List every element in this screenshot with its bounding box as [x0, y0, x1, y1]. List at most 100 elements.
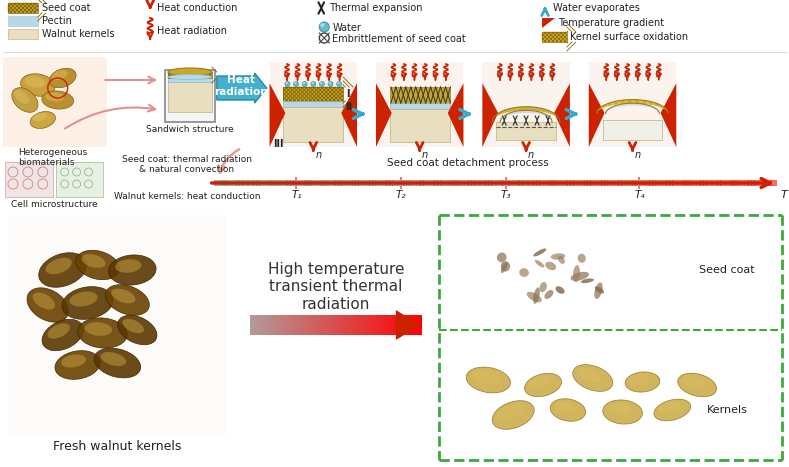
- Circle shape: [328, 82, 333, 86]
- Text: Seed coat detachment process: Seed coat detachment process: [387, 158, 548, 168]
- Bar: [647, 180, 650, 186]
- Ellipse shape: [76, 250, 119, 280]
- Bar: [697, 180, 701, 186]
- Ellipse shape: [533, 248, 546, 256]
- Bar: [417, 180, 421, 186]
- Bar: [249, 315, 254, 335]
- Bar: [318, 315, 323, 335]
- Ellipse shape: [658, 401, 680, 413]
- Text: Cell microstructure: Cell microstructure: [11, 200, 98, 209]
- Bar: [709, 180, 712, 186]
- Bar: [675, 180, 679, 186]
- Bar: [280, 315, 285, 335]
- Ellipse shape: [21, 74, 55, 96]
- Bar: [283, 87, 343, 101]
- Ellipse shape: [492, 401, 534, 429]
- Ellipse shape: [14, 90, 29, 104]
- Circle shape: [338, 82, 339, 84]
- Bar: [740, 180, 743, 186]
- Bar: [505, 180, 509, 186]
- Bar: [273, 180, 277, 186]
- Bar: [293, 180, 297, 186]
- Bar: [321, 315, 326, 335]
- Ellipse shape: [42, 91, 73, 109]
- Bar: [324, 180, 327, 186]
- Bar: [389, 180, 393, 186]
- Bar: [414, 315, 418, 335]
- Bar: [655, 180, 659, 186]
- Bar: [539, 180, 543, 186]
- Bar: [587, 180, 590, 186]
- Bar: [562, 180, 565, 186]
- Bar: [649, 180, 653, 186]
- Circle shape: [286, 82, 288, 84]
- Ellipse shape: [578, 254, 585, 263]
- Bar: [466, 180, 469, 186]
- Bar: [321, 180, 324, 186]
- Bar: [342, 315, 346, 335]
- Bar: [423, 180, 427, 186]
- Bar: [480, 180, 483, 186]
- Bar: [285, 180, 288, 186]
- Ellipse shape: [45, 92, 64, 101]
- Bar: [376, 315, 380, 335]
- Bar: [542, 32, 567, 42]
- Bar: [404, 315, 408, 335]
- Bar: [5, 162, 53, 197]
- Ellipse shape: [69, 291, 98, 306]
- Bar: [283, 87, 343, 101]
- Text: Kernel surface oxidation: Kernel surface oxidation: [570, 32, 688, 42]
- Bar: [720, 180, 724, 186]
- Bar: [328, 315, 333, 335]
- Bar: [485, 180, 488, 186]
- Bar: [409, 180, 413, 186]
- Bar: [217, 180, 220, 186]
- Bar: [590, 180, 593, 186]
- Ellipse shape: [545, 262, 556, 270]
- Ellipse shape: [108, 255, 156, 285]
- Text: n: n: [421, 150, 428, 160]
- Bar: [497, 180, 500, 186]
- Text: n: n: [316, 150, 321, 160]
- Bar: [366, 315, 370, 335]
- Bar: [715, 180, 718, 186]
- Bar: [390, 103, 450, 109]
- Bar: [294, 315, 298, 335]
- Text: I: I: [346, 89, 350, 99]
- Bar: [525, 180, 529, 186]
- Bar: [749, 180, 752, 186]
- Bar: [168, 77, 212, 82]
- Text: III: III: [274, 139, 284, 149]
- Bar: [335, 180, 338, 186]
- Bar: [774, 180, 777, 186]
- Ellipse shape: [27, 288, 69, 322]
- Bar: [417, 315, 421, 335]
- Bar: [463, 180, 466, 186]
- Bar: [287, 315, 292, 335]
- Bar: [394, 180, 398, 186]
- Text: Heat
radiation: Heat radiation: [214, 75, 267, 97]
- Bar: [613, 180, 616, 186]
- Text: Seed coat: Seed coat: [699, 265, 755, 275]
- Bar: [626, 180, 630, 186]
- Bar: [265, 180, 268, 186]
- Ellipse shape: [519, 268, 529, 277]
- Bar: [8, 215, 226, 435]
- Bar: [601, 180, 604, 186]
- Bar: [349, 315, 353, 335]
- Bar: [256, 315, 261, 335]
- Ellipse shape: [30, 112, 55, 128]
- Ellipse shape: [101, 352, 126, 366]
- Bar: [437, 180, 440, 186]
- Bar: [585, 180, 588, 186]
- Bar: [410, 315, 415, 335]
- Bar: [565, 180, 568, 186]
- Bar: [390, 315, 394, 335]
- Bar: [367, 180, 370, 186]
- Circle shape: [329, 82, 331, 84]
- Text: n: n: [634, 150, 641, 160]
- Bar: [435, 180, 438, 186]
- Bar: [239, 180, 243, 186]
- Polygon shape: [342, 83, 357, 147]
- Circle shape: [320, 22, 329, 32]
